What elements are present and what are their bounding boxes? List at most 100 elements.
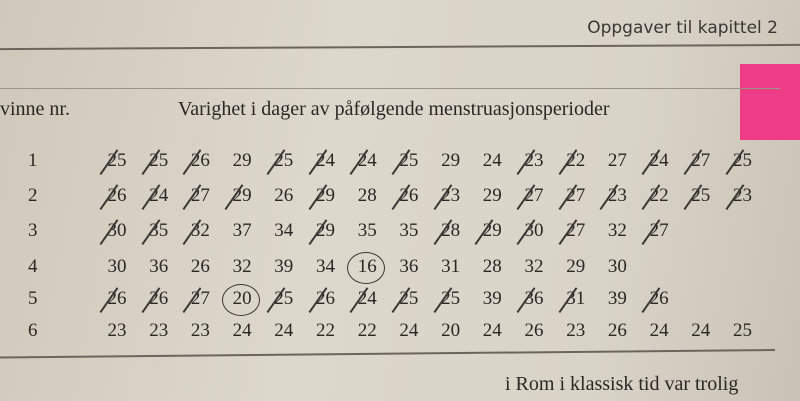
- column-header-woman-nr: vinne nr.: [0, 98, 70, 120]
- table-cell: 27: [185, 185, 215, 207]
- table-cell: 29: [441, 150, 461, 171]
- table-cell: 26: [311, 288, 341, 310]
- table-cell: 29: [311, 185, 341, 207]
- table-row: 5 26 26 27 20 25 26 24 25 25 39 36 31 39 26: [0, 284, 800, 318]
- table-cell: 31: [441, 256, 461, 277]
- table-cell: 27: [607, 150, 627, 171]
- table-cell: 24: [649, 320, 669, 341]
- table-cell: 29: [311, 220, 341, 242]
- table-cell: 25: [269, 288, 299, 310]
- row-label: 1: [28, 150, 38, 171]
- table-cell: 29: [566, 256, 586, 277]
- table-cell: 35: [399, 220, 419, 241]
- table-cell: 23: [519, 150, 549, 172]
- table-cell: 24: [482, 150, 502, 171]
- table-cell: 26: [144, 288, 174, 310]
- table-cell: 16: [347, 252, 386, 284]
- table-cell: 28: [482, 256, 502, 277]
- table-cell: 24: [691, 320, 711, 341]
- table-cell: 39: [482, 288, 502, 309]
- table-row: 2 26 24 27 29 26 29 28 26 23 29 27 27 23 22 25 23: [0, 185, 800, 215]
- table-cell: 26: [185, 150, 215, 172]
- table-cell: 20: [441, 320, 461, 341]
- table-cell: 25: [269, 150, 299, 172]
- table-cell: 24: [311, 150, 341, 172]
- table-row: 1 25 25 26 29 25 24 24 25 29 24 23 22 27 24 27 25: [0, 150, 800, 180]
- table-row: 3 30 35 32 37 34 29 35 35 28 29 30 27 32 27: [0, 220, 800, 250]
- table-cell: 26: [274, 185, 294, 206]
- table-cell: 34: [274, 220, 294, 241]
- table-cell: 32: [232, 256, 252, 277]
- table-cell: 25: [394, 150, 424, 172]
- table-cell: 23: [566, 320, 586, 341]
- header-rule: [0, 43, 800, 51]
- table-cell: 27: [519, 185, 549, 207]
- row-label: 4: [28, 256, 38, 277]
- table-cell: 29: [232, 150, 252, 171]
- table-cell: 25: [102, 150, 132, 172]
- sticky-note: [740, 64, 800, 140]
- table-cell: 25: [436, 288, 466, 310]
- table-cell: 26: [394, 185, 424, 207]
- table-cell: 36: [399, 256, 419, 277]
- row-label: 5: [28, 288, 38, 309]
- table-cell: 28: [357, 185, 377, 206]
- table-cell: 30: [107, 256, 127, 277]
- table-cell: 29: [477, 220, 507, 242]
- table-cell: 22: [357, 320, 377, 341]
- table-cell: 27: [185, 288, 215, 310]
- table-cell: 24: [232, 320, 252, 341]
- table-cell: 36: [519, 288, 549, 310]
- table-cell: 26: [190, 256, 210, 277]
- table-cell: 35: [144, 220, 174, 242]
- table-row: 6 23 23 23 24 24 22 22 24 20 24 26 23 26 24 24 25: [0, 320, 800, 350]
- row-label: 2: [28, 185, 38, 206]
- row-label: 3: [28, 220, 38, 241]
- table-cell: 32: [524, 256, 544, 277]
- table-cell: 23: [107, 320, 127, 341]
- page-header: Oppgaver til kapittel 2: [587, 18, 778, 38]
- table-cell: 22: [561, 150, 591, 172]
- table-cell: 39: [607, 288, 627, 309]
- table-cell: 23: [149, 320, 169, 341]
- table-cell: 31: [561, 288, 591, 310]
- table-cell: 23: [728, 185, 758, 207]
- table-cell: 35: [357, 220, 377, 241]
- table-cell: 39: [274, 256, 294, 277]
- table-cell: 26: [524, 320, 544, 341]
- table-cell: 22: [644, 185, 674, 207]
- table-cell: 36: [149, 256, 169, 277]
- table-cell: 26: [644, 288, 674, 310]
- table-cell: 30: [607, 256, 627, 277]
- table-cell: 29: [482, 185, 502, 206]
- table-cell: 25: [394, 288, 424, 310]
- table-cell: 26: [102, 288, 132, 310]
- table-cell: 26: [607, 320, 627, 341]
- table-cell: 25: [728, 150, 758, 172]
- table-cell: 23: [436, 185, 466, 207]
- table-cell: 24: [644, 150, 674, 172]
- table-cell: 29: [227, 185, 257, 207]
- table-cell: 37: [232, 220, 252, 241]
- table-cell: 25: [144, 150, 174, 172]
- table-cell: 32: [607, 220, 627, 241]
- table-cell: 32: [185, 220, 215, 242]
- table-bottom-rule: [0, 349, 776, 359]
- table-cell: 26: [102, 185, 132, 207]
- table-cell: 25: [686, 185, 716, 207]
- row-label: 6: [28, 320, 38, 341]
- table-cell: 27: [561, 220, 591, 242]
- table-cell: 24: [482, 320, 502, 341]
- table-cell: 25: [733, 320, 752, 341]
- table-cell: 24: [399, 320, 419, 341]
- table-cell: 24: [352, 288, 382, 310]
- table-cell: 27: [644, 220, 674, 242]
- table-cell: 24: [144, 185, 174, 207]
- table-cell: 24: [352, 150, 382, 172]
- footer-text: i Rom i klassisk tid var trolig: [505, 373, 739, 395]
- table-cell: 23: [190, 320, 210, 341]
- table-cell: 30: [519, 220, 549, 242]
- table-cell: 30: [102, 220, 132, 242]
- table-cell: 23: [602, 185, 632, 207]
- table-cell: 27: [686, 150, 716, 172]
